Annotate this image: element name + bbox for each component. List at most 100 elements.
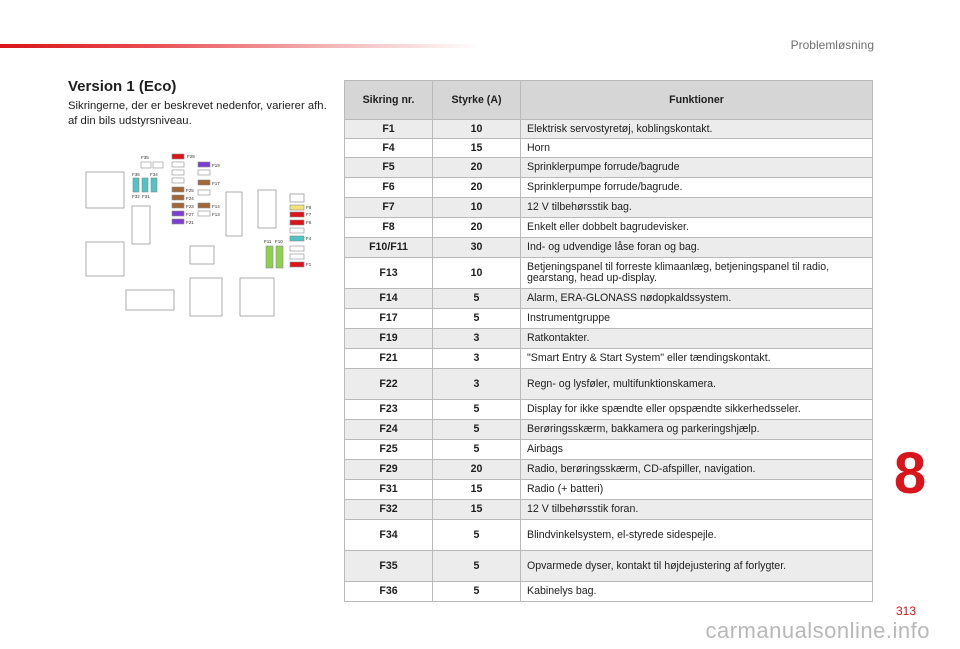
version-heading: Version 1 (Eco): [68, 78, 177, 95]
table-row: F7 10 12 V tilbehørsstik bag.: [344, 197, 873, 218]
diagram-label: F11: [264, 239, 272, 244]
cell-function: Radio, berøringsskærm, CD-afspiller, nav…: [520, 459, 873, 480]
cell-function: Sprinklerpumpe forrude/bagrude.: [520, 177, 873, 198]
cell-strength: 10: [432, 119, 521, 139]
table-row: F10/F11 30 Ind- og udvendige låse foran og…: [344, 237, 873, 258]
cell-fuse: F14: [344, 288, 433, 309]
fuse-table: Sikring nr. Styrke (A) Funktioner F1 10 El…: [344, 80, 873, 602]
header-strength: Styrke (A): [432, 80, 521, 120]
cell-function: Blindvinkelsystem, el-styrede sidespejle…: [520, 519, 873, 551]
diagram-label: F21: [186, 220, 194, 225]
cell-fuse: F8: [344, 217, 433, 238]
cell-function: 12 V tilbehørsstik foran.: [520, 499, 873, 520]
cell-fuse: F32: [344, 499, 433, 520]
table-row: F23 5 Display for ikke spændte eller opspæ…: [344, 399, 873, 420]
diagram-label: F31: [142, 194, 150, 199]
header-functions: Funktioner: [520, 80, 873, 120]
cell-fuse: F36: [344, 581, 433, 602]
cell-fuse: F5: [344, 157, 433, 178]
table-row: F29 20 Radio, berøringsskærm, CD-afspiller…: [344, 459, 873, 480]
diagram-label: F29: [187, 154, 195, 159]
diagram-label: F36: [132, 172, 140, 177]
cell-function: Instrumentgruppe: [520, 308, 873, 329]
cell-strength: 5: [432, 288, 521, 309]
diagram-label: F10: [275, 239, 283, 244]
cell-function: Berøringsskærm, bakkamera og parkeringsh…: [520, 419, 873, 440]
cell-strength: 30: [432, 237, 521, 258]
diagram-label: F14: [212, 204, 220, 209]
cell-fuse: F6: [344, 177, 433, 198]
cell-fuse: F1: [344, 119, 433, 139]
table-row: F4 15 Horn: [344, 138, 873, 158]
cell-strength: 15: [432, 479, 521, 500]
cell-fuse: F34: [344, 519, 433, 551]
cell-function: Betjeningspanel til forreste klimaanlæg,…: [520, 257, 873, 289]
table-row: F25 5 Airbags: [344, 439, 873, 460]
cell-function: Elektrisk servostyretøj, koblingskontakt…: [520, 119, 873, 139]
cell-fuse: F35: [344, 550, 433, 582]
cell-fuse: F17: [344, 308, 433, 329]
cell-fuse: F21: [344, 348, 433, 369]
diagram-label: F32: [132, 194, 140, 199]
header-fuse: Sikring nr.: [344, 80, 433, 120]
chapter-number: 8: [893, 441, 927, 506]
table-header-row: Sikring nr. Styrke (A) Funktioner: [344, 80, 873, 120]
table-row: F1 10 Elektrisk servostyretøj, koblingskon…: [344, 119, 873, 139]
cell-strength: 3: [432, 328, 521, 349]
cell-fuse: F22: [344, 368, 433, 400]
cell-fuse: F19: [344, 328, 433, 349]
cell-fuse: F31: [344, 479, 433, 500]
cell-function: Horn: [520, 138, 873, 158]
cell-strength: 3: [432, 368, 521, 400]
cell-function: Alarm, ERA-GLONASS nødopkaldssystem.: [520, 288, 873, 309]
cell-function: Radio (+ batteri): [520, 479, 873, 500]
diagram-label: F19: [212, 163, 220, 168]
cell-strength: 15: [432, 138, 521, 158]
cell-fuse: F25: [344, 439, 433, 460]
cell-fuse: F24: [344, 419, 433, 440]
cell-fuse: F10/F11: [344, 237, 433, 258]
diagram-label: F34: [150, 172, 158, 177]
fuse-box-diagram: F35 F29 F19 F36 F34 F17 F32 F31 F25 F24 …: [85, 153, 312, 317]
diagram-label: F8: [306, 205, 312, 210]
cell-strength: 5: [432, 419, 521, 440]
table-row: F17 5 Instrumentgruppe: [344, 308, 873, 329]
table-row: F22 3 Regn- og lysføler, multifunktionskam…: [344, 368, 873, 400]
cell-strength: 10: [432, 197, 521, 218]
diagram-label: F7: [306, 212, 312, 217]
intro-text: Sikringerne, der er beskrevet nedenfor, …: [68, 100, 327, 127]
cell-function: "Smart Entry & Start System" eller tændi…: [520, 348, 873, 369]
table-row: F8 20 Enkelt eller dobbelt bagrudevisker.: [344, 217, 873, 238]
cell-strength: 20: [432, 177, 521, 198]
table-row: F5 20 Sprinklerpumpe forrude/bagrude: [344, 157, 873, 178]
cell-strength: 5: [432, 581, 521, 602]
cell-strength: 5: [432, 439, 521, 460]
diagram-label: F6: [306, 220, 312, 225]
diagram-label: F23: [186, 204, 194, 209]
table-row: F34 5 Blindvinkelsystem, el-styrede sidesp…: [344, 519, 873, 551]
diagram-label: F17: [212, 181, 220, 186]
cell-function: Airbags: [520, 439, 873, 460]
cell-function: Display for ikke spændte eller opspændte…: [520, 399, 873, 420]
diagram-label: F27: [186, 212, 194, 217]
cell-fuse: F7: [344, 197, 433, 218]
table-row: F35 5 Opvarmede dyser, kontakt til højdeju…: [344, 550, 873, 582]
header-accent-bar: [0, 44, 480, 48]
cell-strength: 20: [432, 157, 521, 178]
cell-function: Ratkontakter.: [520, 328, 873, 349]
cell-function: Enkelt eller dobbelt bagrudevisker.: [520, 217, 873, 238]
cell-function: Kabinelys bag.: [520, 581, 873, 602]
diagram-label: F24: [186, 196, 194, 201]
cell-strength: 20: [432, 459, 521, 480]
cell-fuse: F13: [344, 257, 433, 289]
watermark: carmanualsonline.info: [705, 618, 930, 643]
cell-strength: 10: [432, 257, 521, 289]
cell-strength: 15: [432, 499, 521, 520]
diagram-label: F25: [186, 188, 194, 193]
table-row: F36 5 Kabinelys bag.: [344, 581, 873, 602]
cell-strength: 5: [432, 550, 521, 582]
cell-strength: 20: [432, 217, 521, 238]
diagram-label: F4: [306, 236, 312, 241]
cell-function: Regn- og lysføler, multifunktionskamera.: [520, 368, 873, 400]
cell-fuse: F4: [344, 138, 433, 158]
